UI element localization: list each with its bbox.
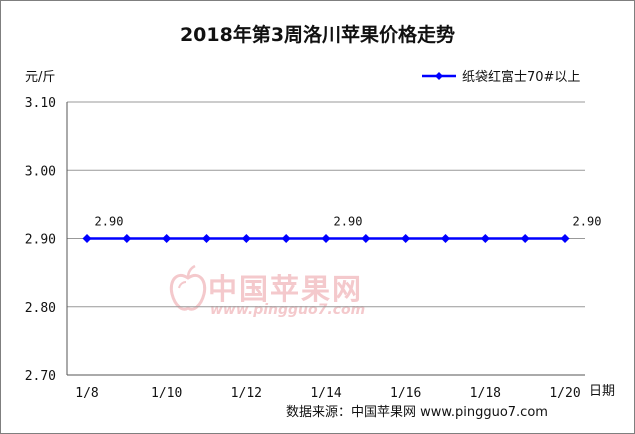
watermark-title: 中国苹果网 [208,272,364,306]
x-tick-label: 1/10 [151,386,182,401]
data-point [162,234,172,243]
data-point [560,234,570,243]
x-tick-label: 1/8 [75,386,98,401]
data-point [281,234,291,243]
legend-line-marker-icon [422,71,456,80]
y-axis-label: 元/斤 [25,70,56,85]
watermark-url: www.pingguo7.com [210,302,366,318]
y-tick-label: 2.80 [25,301,56,316]
y-tick-label: 2.70 [25,369,56,384]
data-label: 2.90 [95,215,124,229]
y-tick-label: 2.90 [25,233,56,248]
data-point [122,234,132,243]
legend-label: 纸袋红富士70#以上 [462,70,581,85]
data-point [82,234,92,243]
data-point [480,234,490,243]
data-point [520,234,530,243]
y-tick-label: 3.00 [25,164,56,179]
x-axis-label: 日期 [589,384,616,399]
source-note: 数据来源：中国苹果网 www.pingguo7.com [286,405,548,420]
data-point [202,234,211,243]
data-point [241,234,251,243]
watermark: 中国苹果网 www.pingguo7.com [168,264,365,318]
data-point [441,234,450,243]
chart-title: 2018年第3周洛川苹果价格走势 [179,24,456,46]
data-point [321,234,331,243]
x-tick-label: 1/16 [390,386,421,401]
data-label: 2.90 [334,215,363,229]
data-label: 2.90 [573,215,602,229]
data-point [401,234,411,243]
apple-logo-icon [169,264,207,311]
x-tick-label: 1/12 [231,386,262,401]
legend: 纸袋红富士70#以上 [422,66,580,85]
y-tick-label: 3.10 [25,96,56,111]
x-tick-label: 1/20 [549,386,580,401]
x-tick-label: 1/14 [310,386,341,401]
x-tick-label: 1/18 [470,386,501,401]
data-point [361,234,371,243]
